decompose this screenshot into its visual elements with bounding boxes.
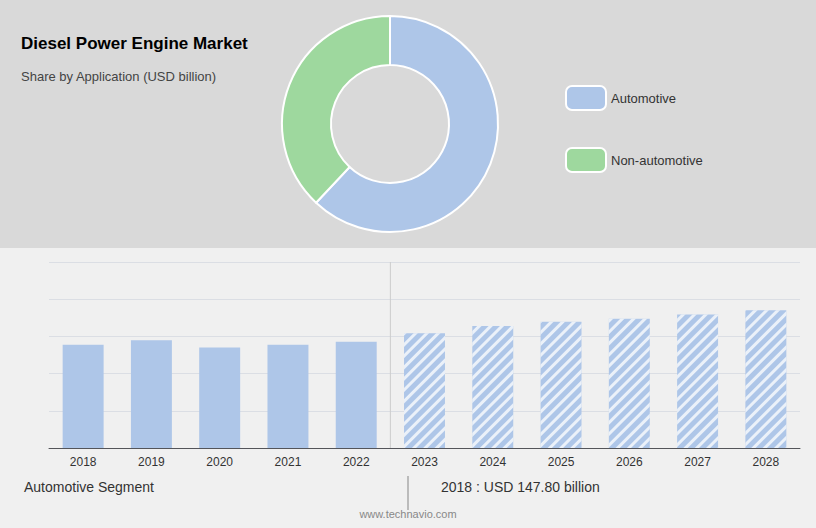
svg-text:2020: 2020 xyxy=(206,455,233,469)
svg-text:2022: 2022 xyxy=(343,455,370,469)
svg-text:2026: 2026 xyxy=(616,455,643,469)
svg-text:Diesel Power Engine Market: Diesel Power Engine Market xyxy=(21,34,248,53)
svg-text:Automotive Segment: Automotive Segment xyxy=(24,479,154,495)
svg-text:2028: 2028 xyxy=(753,455,780,469)
svg-text:Non-automotive: Non-automotive xyxy=(611,153,703,168)
svg-text:2023: 2023 xyxy=(411,455,438,469)
svg-text:2018: 2018 xyxy=(70,455,97,469)
svg-text:2025: 2025 xyxy=(548,455,575,469)
svg-text:2018 : USD 147.80 billion: 2018 : USD 147.80 billion xyxy=(441,479,600,495)
svg-text:2021: 2021 xyxy=(275,455,302,469)
svg-text:2027: 2027 xyxy=(684,455,711,469)
svg-text:2019: 2019 xyxy=(138,455,165,469)
svg-text:www.technavio.com: www.technavio.com xyxy=(358,508,456,520)
svg-text:Automotive: Automotive xyxy=(611,91,676,106)
svg-text:2024: 2024 xyxy=(479,455,506,469)
svg-text:Share by Application (USD bill: Share by Application (USD billion) xyxy=(21,69,216,84)
